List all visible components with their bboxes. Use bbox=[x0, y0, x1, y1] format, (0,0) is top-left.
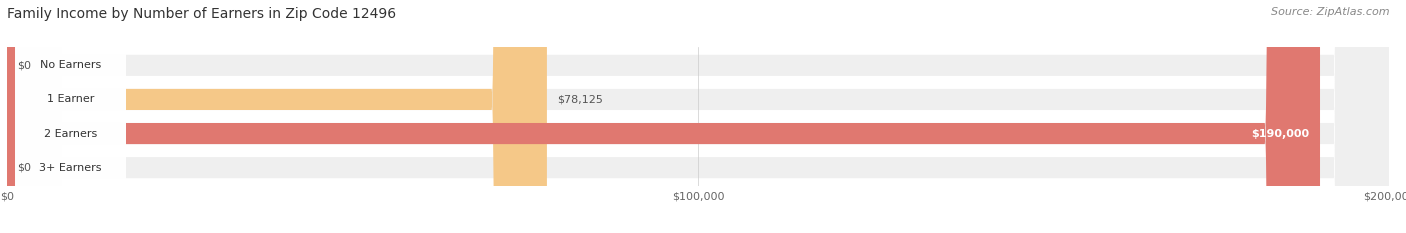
FancyBboxPatch shape bbox=[15, 0, 127, 233]
Text: No Earners: No Earners bbox=[39, 60, 101, 70]
Text: 3+ Earners: 3+ Earners bbox=[39, 163, 101, 173]
FancyBboxPatch shape bbox=[15, 0, 127, 233]
FancyBboxPatch shape bbox=[7, 0, 547, 233]
FancyBboxPatch shape bbox=[7, 0, 1389, 233]
FancyBboxPatch shape bbox=[7, 0, 1389, 233]
Text: 2 Earners: 2 Earners bbox=[44, 129, 97, 139]
Text: Source: ZipAtlas.com: Source: ZipAtlas.com bbox=[1271, 7, 1389, 17]
Text: $0: $0 bbox=[17, 60, 31, 70]
Text: $190,000: $190,000 bbox=[1251, 129, 1309, 139]
Text: $78,125: $78,125 bbox=[557, 94, 603, 104]
Text: $0: $0 bbox=[17, 163, 31, 173]
FancyBboxPatch shape bbox=[15, 0, 127, 233]
FancyBboxPatch shape bbox=[7, 0, 1389, 233]
FancyBboxPatch shape bbox=[7, 0, 1389, 233]
Text: Family Income by Number of Earners in Zip Code 12496: Family Income by Number of Earners in Zi… bbox=[7, 7, 396, 21]
FancyBboxPatch shape bbox=[15, 0, 127, 233]
FancyBboxPatch shape bbox=[7, 0, 1320, 233]
Text: 1 Earner: 1 Earner bbox=[46, 94, 94, 104]
